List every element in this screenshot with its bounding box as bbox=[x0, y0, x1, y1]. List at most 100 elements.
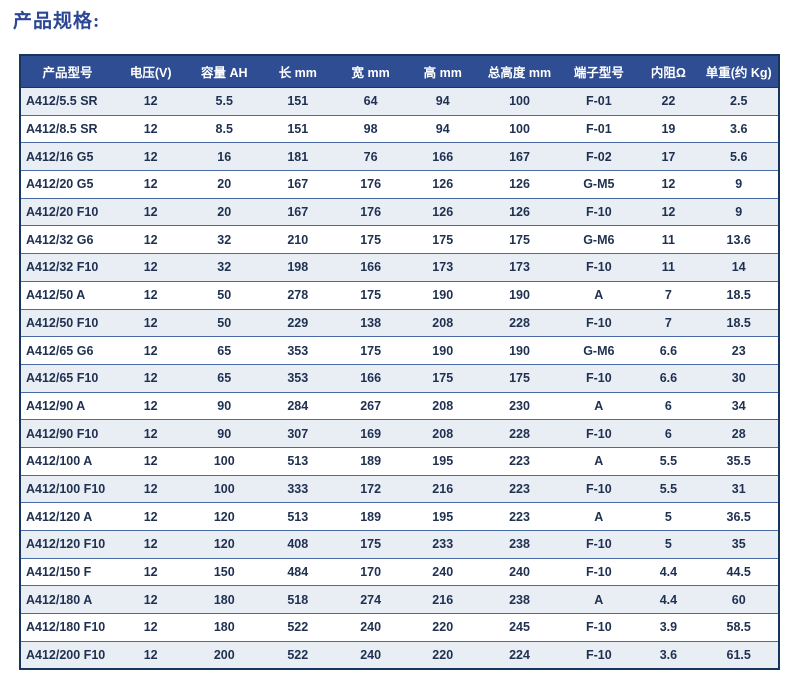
table-cell: 245 bbox=[478, 613, 561, 642]
cell-product-model: A412/16 G5 bbox=[20, 142, 114, 171]
table-cell: 274 bbox=[334, 585, 407, 614]
product-spec-table: 产品型号 电压(V) 容量 AH 长 mm 宽 mm 高 mm 总高度 mm 端子型号 内阻Ω 单… bbox=[19, 54, 780, 671]
table-cell: 8.5 bbox=[187, 114, 262, 143]
table-cell: 50 bbox=[187, 308, 262, 337]
column-header: 单重(约 Kg) bbox=[699, 55, 779, 88]
table-cell: 60 bbox=[699, 585, 779, 614]
table-cell: 167 bbox=[261, 197, 335, 226]
cell-product-model: A412/50 F10 bbox=[20, 308, 114, 337]
table-cell: 233 bbox=[406, 530, 479, 559]
table-cell: 175 bbox=[406, 225, 479, 254]
table-cell: 238 bbox=[478, 530, 561, 559]
table-cell: F-10 bbox=[560, 530, 638, 559]
table-cell: 240 bbox=[478, 557, 561, 586]
table-cell: 238 bbox=[478, 585, 561, 614]
table-cell: 223 bbox=[478, 446, 561, 476]
table-cell: A bbox=[560, 585, 638, 614]
table-row: A412/100 F10 12 100 333 172 216 223 F-10 5.5 31 bbox=[20, 474, 779, 503]
table-row: A412/50 F10 12 50 229 138 208 228 F-10 7 18.5 bbox=[20, 308, 779, 337]
table-cell: 166 bbox=[334, 363, 407, 393]
table-cell: 166 bbox=[406, 142, 479, 171]
table-cell: 12 bbox=[113, 87, 188, 116]
table-cell: 7 bbox=[637, 280, 700, 309]
table-cell: G-M5 bbox=[560, 170, 638, 199]
table-cell: 9 bbox=[699, 197, 779, 226]
cell-product-model: A412/100 A bbox=[20, 446, 114, 476]
table-cell: 230 bbox=[478, 391, 561, 420]
table-cell: 353 bbox=[261, 363, 335, 393]
table-cell: 190 bbox=[478, 336, 561, 365]
table-cell: 94 bbox=[406, 87, 479, 116]
table-cell: 200 bbox=[187, 640, 262, 670]
table-cell: 100 bbox=[187, 474, 262, 503]
cell-product-model: A412/32 G6 bbox=[20, 225, 114, 254]
table-cell: 513 bbox=[261, 502, 335, 531]
table-cell: 175 bbox=[334, 225, 407, 254]
table-cell: 12 bbox=[113, 446, 188, 476]
table-cell: 190 bbox=[406, 336, 479, 365]
cell-product-model: A412/65 G6 bbox=[20, 336, 114, 365]
cell-product-model: A412/65 F10 bbox=[20, 363, 114, 393]
table-cell: 175 bbox=[334, 336, 407, 365]
table-cell: 20 bbox=[187, 197, 262, 226]
table-cell: F-01 bbox=[560, 114, 638, 143]
table-cell: 32 bbox=[187, 225, 262, 254]
table-cell: 5 bbox=[637, 530, 700, 559]
table-row: A412/90 A 12 90 284 267 208 230 A 6 34 bbox=[20, 391, 779, 420]
table-cell: 208 bbox=[406, 391, 479, 420]
table-cell: 12 bbox=[113, 197, 188, 226]
table-cell: 34 bbox=[699, 391, 779, 420]
table-cell: 181 bbox=[261, 142, 335, 171]
table-cell: 5.5 bbox=[187, 87, 262, 116]
table-cell: F-10 bbox=[560, 363, 638, 393]
table-cell: 170 bbox=[334, 557, 407, 586]
table-cell: 12 bbox=[113, 308, 188, 337]
table-cell: 173 bbox=[406, 253, 479, 282]
table-cell: 284 bbox=[261, 391, 335, 420]
table-cell: 3.6 bbox=[637, 640, 700, 670]
table-cell: 12 bbox=[113, 585, 188, 614]
table-cell: 333 bbox=[261, 474, 335, 503]
table-cell: 216 bbox=[406, 474, 479, 503]
table-cell: 307 bbox=[261, 419, 335, 448]
table-cell: 14 bbox=[699, 253, 779, 282]
table-cell: 216 bbox=[406, 585, 479, 614]
table-cell: 44.5 bbox=[699, 557, 779, 586]
table-cell: 32 bbox=[187, 253, 262, 282]
table-cell: 150 bbox=[187, 557, 262, 586]
table-cell: 176 bbox=[334, 197, 407, 226]
table-row: A412/200 F10 12 200 522 240 220 224 F-10 3.6 61.5 bbox=[20, 640, 779, 670]
table-cell: 18.5 bbox=[699, 308, 779, 337]
table-row: A412/90 F10 12 90 307 169 208 228 F-10 6 28 bbox=[20, 419, 779, 448]
table-cell: 189 bbox=[334, 502, 407, 531]
table-cell: 484 bbox=[261, 557, 335, 586]
table-cell: 5.5 bbox=[637, 474, 700, 503]
table-row: A412/20 G5 12 20 167 176 126 126 G-M5 12 9 bbox=[20, 170, 779, 199]
table-cell: 12 bbox=[113, 640, 188, 670]
table-row: A412/8.5 SR 12 8.5 151 98 94 100 F-01 19 3.6 bbox=[20, 114, 779, 143]
table-cell: 12 bbox=[113, 419, 188, 448]
table-cell: 198 bbox=[261, 253, 335, 282]
table-cell: 228 bbox=[478, 419, 561, 448]
column-header: 宽 mm bbox=[334, 55, 407, 88]
table-cell: 12 bbox=[113, 114, 188, 143]
table-cell: 100 bbox=[478, 114, 561, 143]
table-cell: 220 bbox=[406, 613, 479, 642]
table-cell: 12 bbox=[637, 170, 700, 199]
table-cell: 522 bbox=[261, 640, 335, 670]
table-cell: 16 bbox=[187, 142, 262, 171]
table-cell: 35 bbox=[699, 530, 779, 559]
table-row: A412/180 F10 12 180 522 240 220 245 F-10 3.9 58.5 bbox=[20, 613, 779, 642]
column-header: 高 mm bbox=[406, 55, 479, 88]
table-cell: 12 bbox=[637, 197, 700, 226]
table-cell: 210 bbox=[261, 225, 335, 254]
table-cell: 151 bbox=[261, 87, 335, 116]
table-cell: G-M6 bbox=[560, 336, 638, 365]
table-cell: 6.6 bbox=[637, 363, 700, 393]
table-cell: 278 bbox=[261, 280, 335, 309]
table-cell: 223 bbox=[478, 474, 561, 503]
table-row: A412/5.5 SR 12 5.5 151 64 94 100 F-01 22 2.5 bbox=[20, 87, 779, 116]
table-cell: 173 bbox=[478, 253, 561, 282]
table-row: A412/65 G6 12 65 353 175 190 190 G-M6 6.6 23 bbox=[20, 336, 779, 365]
table-cell: 190 bbox=[478, 280, 561, 309]
